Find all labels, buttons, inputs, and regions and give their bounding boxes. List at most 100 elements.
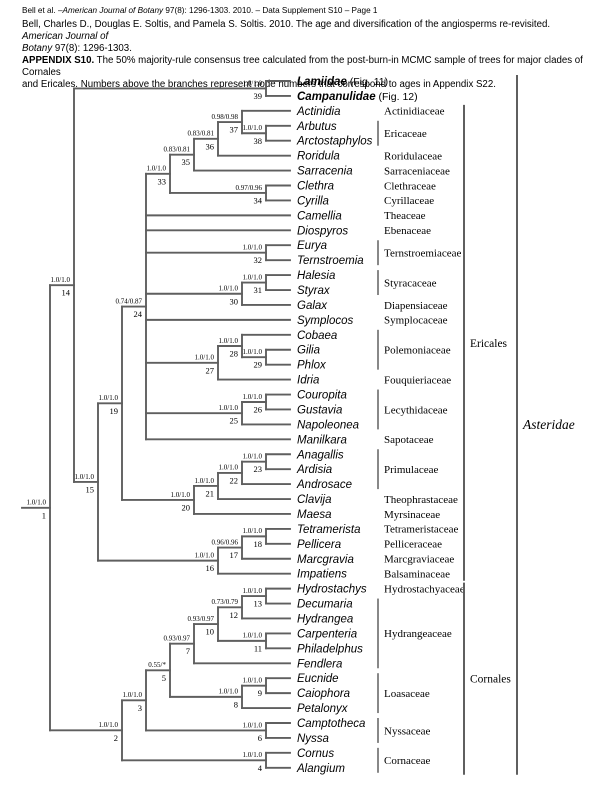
- node-number: 11: [254, 643, 262, 653]
- support-value: 1.0/1.0: [171, 491, 191, 499]
- taxon-label: Alangium: [296, 763, 345, 775]
- family-label: Roridulaceae: [384, 150, 442, 162]
- appendix-caption: APPENDIX S10. The 50% majority-rule cons…: [22, 55, 592, 90]
- family-label: Balsaminaceae: [384, 568, 450, 580]
- node-number: 4: [258, 763, 263, 773]
- family-label: Nyssaceae: [384, 725, 431, 737]
- taxon-label: Cornus: [297, 748, 334, 760]
- taxon-label: Galax: [297, 300, 328, 312]
- citation-segment: Bell, Charles D., Douglas E. Soltis, and…: [22, 19, 551, 30]
- taxon-label: Sarracenia: [297, 166, 353, 178]
- support-value: 1.0/1.0: [243, 721, 263, 729]
- support-value: 1.0/1.0: [219, 337, 239, 345]
- node-number: 1: [42, 510, 46, 520]
- node-number: 39: [254, 91, 263, 101]
- taxon-label: Napoleonea: [297, 419, 359, 431]
- taxon-label: Idria: [297, 375, 319, 387]
- support-value: 1.0/1.0: [243, 348, 263, 356]
- support-value: 1.0/1.0: [243, 243, 263, 251]
- family-column: Actinidiaceae Ericaceae Roridulaceae Sarrac…: [377, 106, 465, 773]
- taxon-label: Caiophora: [297, 688, 350, 700]
- taxon-label: Androsace: [296, 479, 352, 491]
- support-value: 1.0/1.0: [243, 453, 263, 461]
- taxon-label: Clethra: [297, 181, 334, 193]
- node-number: 14: [62, 288, 71, 298]
- taxon-label: Gustavia: [297, 404, 342, 416]
- support-value: 0.74/0.87: [116, 297, 143, 305]
- support-value: 1.0/1.0: [27, 499, 47, 507]
- node-number: 20: [182, 502, 191, 512]
- support-value: 1.0/1.0: [243, 751, 263, 759]
- family-label: Hydrostachyaceae: [384, 583, 465, 595]
- support-value: 0.73/0.79: [212, 598, 239, 606]
- node-number: 21: [206, 488, 215, 498]
- taxon-label: Campanulidae (Fig. 12): [297, 91, 418, 103]
- node-number: 31: [254, 285, 263, 295]
- running-head: Bell et al. –American Journal of Botany …: [22, 6, 592, 16]
- node-number: 8: [234, 699, 238, 709]
- node-number: 5: [162, 673, 166, 683]
- taxon-label: Hydrostachys: [297, 584, 367, 596]
- order-brackets: Ericales Cornales Asteridae: [463, 75, 575, 775]
- support-value: 0.97/0.96: [236, 184, 263, 192]
- node-number: 34: [254, 195, 263, 205]
- taxon-label: Clavija: [297, 494, 332, 506]
- node-number: 10: [206, 627, 215, 637]
- support-value: 0.93/0.97: [164, 634, 191, 642]
- node-number: 35: [182, 157, 191, 167]
- support-value: 1.0/1.0: [243, 273, 263, 281]
- taxon-label: Gilia: [297, 345, 320, 357]
- family-label: Sapotaceae: [384, 434, 434, 446]
- node-number: 18: [254, 539, 263, 549]
- family-label: Primulaceae: [384, 464, 438, 476]
- taxon-label: Arbutus: [296, 121, 337, 133]
- family-label: Cornaceae: [384, 755, 431, 767]
- node-number: 26: [254, 404, 263, 414]
- order-label: Ericales: [470, 338, 508, 350]
- support-value: 1.0/1.0: [219, 285, 239, 293]
- asteridae-label: Asteridae: [522, 417, 575, 432]
- citation-segment: 97(8): 1296-1303.: [52, 42, 132, 54]
- taxon-label: Pellicera: [297, 539, 341, 551]
- taxon-label: Camptotheca: [297, 718, 365, 730]
- family-label: Loasaceae: [384, 688, 430, 700]
- support-value: 0.98/0.98: [212, 113, 239, 121]
- support-value: 1.0/1.0: [243, 79, 263, 87]
- node-number: 28: [230, 349, 239, 359]
- taxon-label: Carpenteria: [297, 628, 357, 640]
- family-label: Pelliceraceae: [384, 539, 442, 551]
- support-value: 0.96/0.96: [212, 538, 239, 546]
- node-number: 38: [254, 136, 263, 146]
- family-label: Clethraceae: [384, 180, 436, 192]
- family-label: Lecythidaceae: [384, 404, 448, 416]
- support-value: 1.0/1.0: [219, 404, 239, 412]
- support-value: 1.0/1.0: [99, 394, 119, 402]
- taxon-label: Manilkara: [297, 434, 347, 446]
- node-number: 32: [254, 255, 263, 265]
- node-number: 7: [186, 646, 190, 656]
- node-number: 23: [254, 464, 263, 474]
- node-number: 24: [134, 309, 143, 319]
- taxon-label: Cobaea: [297, 330, 337, 342]
- family-label: Tetrameristaceae: [384, 524, 458, 536]
- family-label: Sarraceniaceae: [384, 165, 450, 177]
- taxon-label: Eurya: [297, 240, 327, 252]
- taxon-label: Phlox: [297, 360, 327, 372]
- citation-segment: American Journal of: [22, 30, 109, 42]
- taxon-label: Ardisia: [296, 464, 332, 476]
- support-value: 1.0/1.0: [147, 165, 167, 173]
- node-number: 37: [230, 125, 239, 135]
- taxon-label: Maesa: [297, 509, 332, 521]
- family-label: Ericaceae: [384, 128, 427, 140]
- node-number: 12: [230, 610, 239, 620]
- support-value: 0.93/0.97: [188, 615, 215, 623]
- family-label: Hydrangeaceae: [384, 628, 452, 640]
- taxon-label: Symplocos: [297, 315, 353, 327]
- family-label: Ternstroemiaceae: [384, 247, 462, 259]
- family-label: Cyrillaceae: [384, 195, 434, 207]
- appendix-caption-segment: The 50% majority-rule consensus tree cal…: [22, 55, 583, 79]
- support-value: 0.83/0.81: [188, 130, 215, 138]
